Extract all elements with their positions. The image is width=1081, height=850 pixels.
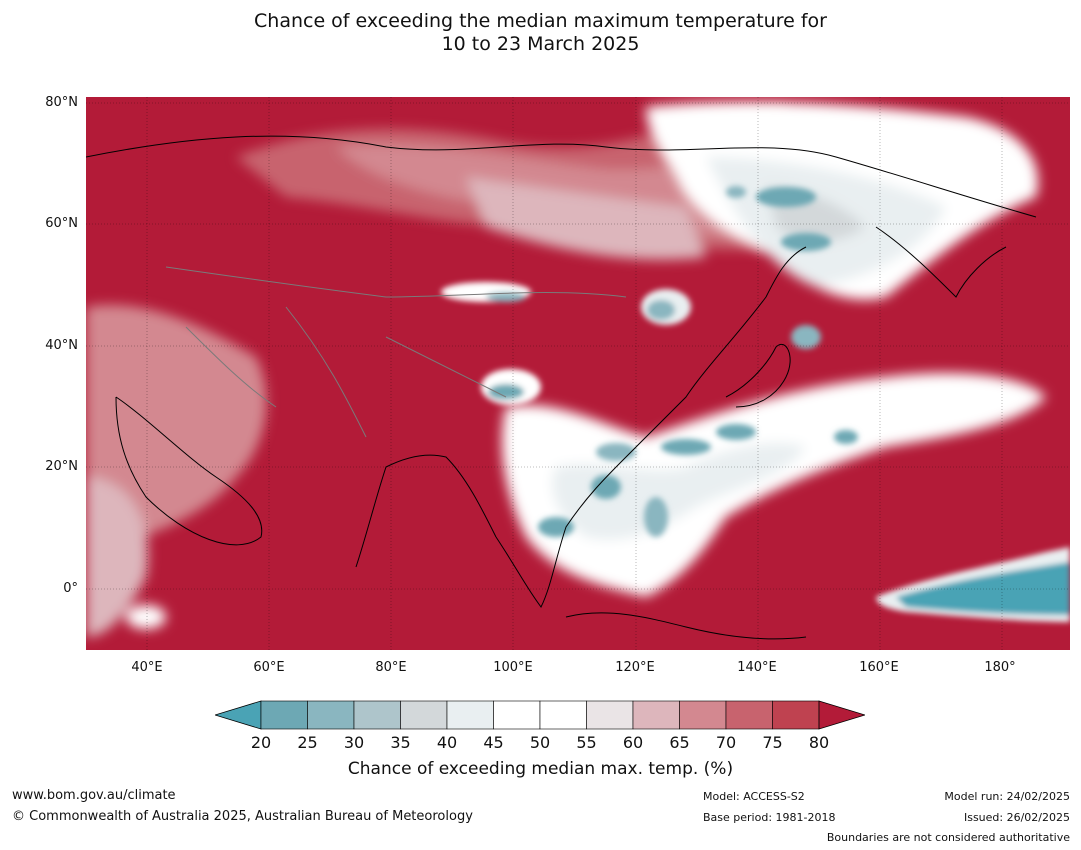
se-asia-blue-patches [538, 424, 858, 537]
lon-label-100e: 100°E [493, 660, 533, 675]
colorbar-tick-25: 25 [297, 733, 318, 752]
colorbar-under-arrow [215, 700, 262, 730]
colorbar-bin-50-55 [539, 700, 587, 730]
colorbar [215, 700, 865, 730]
colorbar-tick-40: 40 [436, 733, 458, 752]
footer-model-run: Model run: 24/02/2025 [944, 790, 1070, 803]
colorbar-tick-55: 55 [576, 733, 597, 752]
colorbar-bin-20-25 [260, 700, 308, 730]
map-coastlines [86, 135, 1037, 640]
colorbar-bin-45-50 [493, 700, 541, 730]
colorbar-bin-30-35 [353, 700, 401, 730]
equatorial-pacific-blue-zone [876, 547, 1070, 622]
colorbar-label: Chance of exceeding median max. temp. (%… [347, 759, 734, 779]
footer-model: Model: ACCESS-S2 [703, 790, 805, 803]
colorbar-tick-30: 30 [343, 733, 365, 752]
footer-copyright: © Commonwealth of Australia 2025, Austra… [12, 809, 473, 824]
map-title-line1: Chance of exceeding the median maximum t… [254, 10, 827, 32]
lon-label-60e: 60°E [253, 660, 285, 675]
colorbar-bin-25-30 [307, 700, 355, 730]
lat-label-60n: 60°N [45, 216, 78, 231]
lon-label-180: 180° [984, 660, 1016, 675]
lat-label-0: 0° [63, 581, 78, 596]
lon-label-120e: 120°E [615, 660, 655, 675]
east-siberia-blue-patches [726, 186, 831, 251]
footer-website: www.bom.gov.au/climate [12, 788, 176, 803]
colorbar-bin-75-80 [772, 700, 820, 730]
colorbar-bin-35-40 [400, 700, 448, 730]
colorbar-tick-80: 80 [808, 733, 830, 752]
colorbar-bin-40-45 [446, 700, 494, 730]
lat-label-80n: 80°N [45, 95, 78, 110]
colorbar-tick-70: 70 [715, 733, 737, 752]
footer-disclaimer: Boundaries are not considered authoritat… [826, 831, 1070, 844]
middle-east-moderate-zone [86, 305, 267, 637]
colorbar-tick-60: 60 [622, 733, 644, 752]
colorbar-bin-70-75 [725, 700, 773, 730]
lon-label-80e: 80°E [375, 660, 407, 675]
colorbar-tick-65: 65 [669, 733, 690, 752]
map-graticule [86, 97, 1070, 650]
colorbar-bin-65-70 [679, 700, 727, 730]
map-country-boundaries [165, 266, 627, 438]
lat-label-20n: 20°N [45, 459, 78, 474]
lon-label-140e: 140°E [737, 660, 777, 675]
siberia-moderate-zone [236, 107, 786, 260]
footer-base-period: Base period: 1981-2018 [703, 811, 836, 824]
colorbar-bin-60-65 [632, 700, 680, 730]
colorbar-bin-55-60 [586, 700, 634, 730]
colorbar-tick-20: 20 [250, 733, 272, 752]
colorbar-tick-75: 75 [762, 733, 783, 752]
central-asia-light-patches [441, 282, 821, 405]
colorbar-tick-45: 45 [483, 733, 504, 752]
colorbar-tick-50: 50 [529, 733, 551, 752]
lat-label-40n: 40°N [45, 338, 78, 353]
map-title-line2: 10 to 23 March 2025 [441, 33, 640, 55]
lon-label-160e: 160°E [859, 660, 899, 675]
lon-label-40e: 40°E [131, 660, 163, 675]
colorbar-over-arrow [818, 700, 865, 730]
probability-map [86, 97, 1070, 650]
footer-issued: Issued: 26/02/2025 [963, 811, 1070, 824]
colorbar-tick-35: 35 [390, 733, 411, 752]
